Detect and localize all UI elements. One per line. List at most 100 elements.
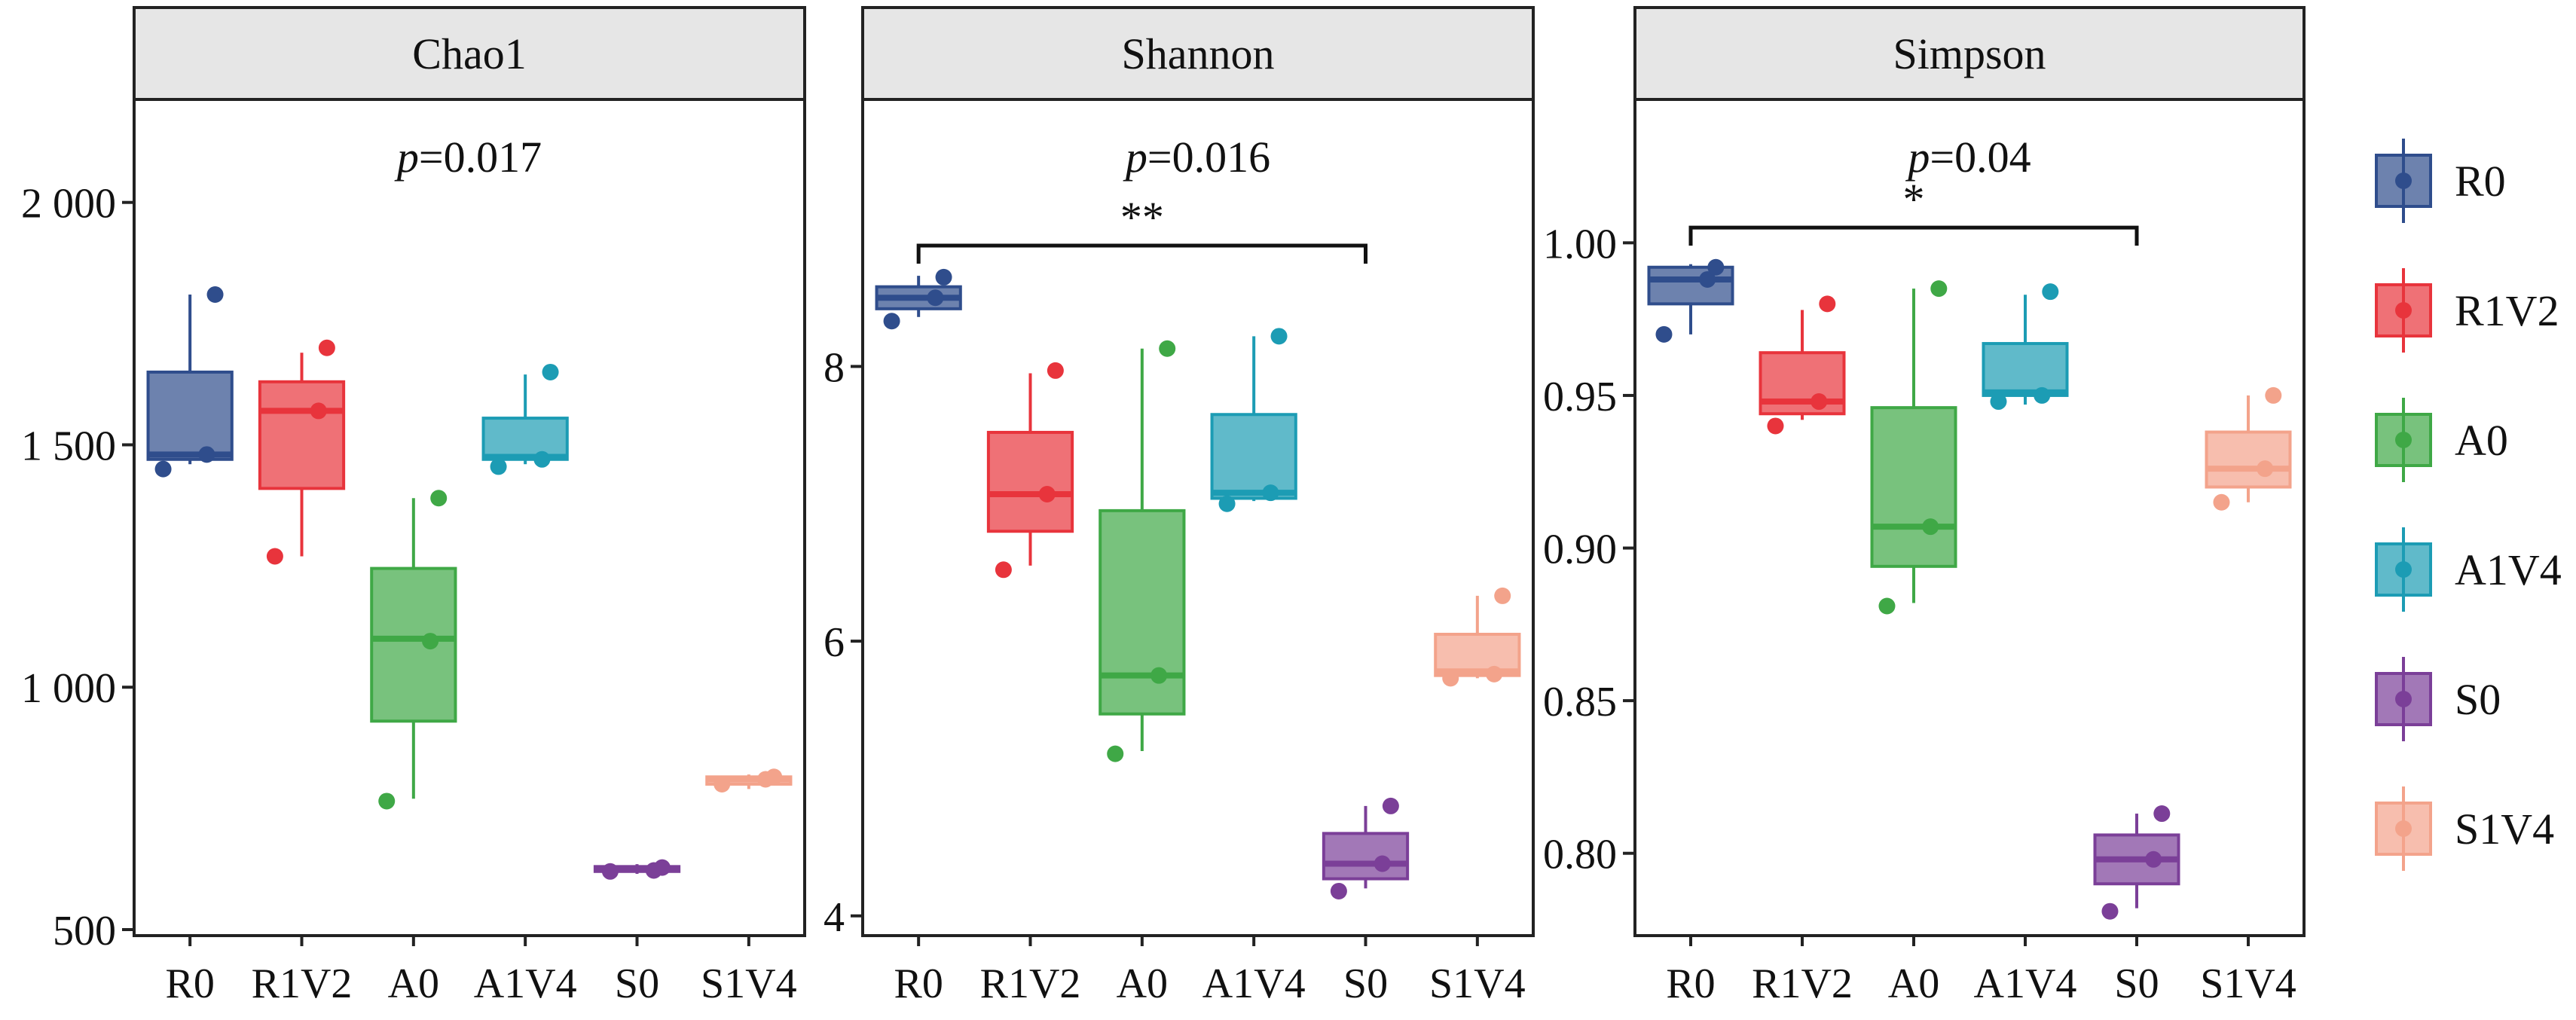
panel-chao1: Chao1 500 1 000 1 500 2 000 R0 R1V2 A0 A1V4 S0 S1V… xyxy=(21,6,806,1007)
y-tick-label: 0.85 xyxy=(1543,679,1617,725)
legend-box xyxy=(2375,802,2432,856)
legend-dot xyxy=(2395,820,2412,837)
legend-label: R1V2 xyxy=(2455,286,2559,335)
box-body xyxy=(146,370,234,461)
y-tick-label: 1 500 xyxy=(21,423,116,469)
box-s1v4 xyxy=(705,768,793,792)
data-point xyxy=(1150,667,1168,684)
x-tick-label: A0 xyxy=(388,960,439,1007)
box-r0 xyxy=(875,268,962,330)
legend-label: A0 xyxy=(2455,416,2508,465)
p-value-label: p=0.017 xyxy=(394,133,542,182)
x-tick-label: A1V4 xyxy=(1974,960,2077,1007)
y-tick-label: 2 000 xyxy=(21,181,116,228)
y-tick-label: 6 xyxy=(824,619,845,666)
data-point xyxy=(1655,325,1673,343)
y-tick-label: 0.90 xyxy=(1543,527,1617,573)
y-tick-label: 1.00 xyxy=(1543,221,1617,267)
data-point xyxy=(378,792,396,810)
data-point xyxy=(1811,393,1828,411)
data-point xyxy=(2257,460,2274,478)
data-point xyxy=(1707,258,1725,276)
significance-bracket xyxy=(916,243,1367,264)
legend-key-r1v2 xyxy=(2375,268,2432,353)
data-point xyxy=(1047,362,1064,379)
y-tick-label: 0.80 xyxy=(1543,832,1617,878)
legend-dot xyxy=(2395,173,2412,189)
data-point xyxy=(1330,882,1347,899)
strip-title: Shannon xyxy=(1122,29,1275,78)
box-body xyxy=(481,417,569,461)
data-point xyxy=(198,446,215,463)
box-s1v4 xyxy=(2205,386,2292,511)
data-point xyxy=(601,863,619,880)
data-point xyxy=(1382,797,1399,814)
legend-key-s0 xyxy=(2375,657,2432,741)
box-r0 xyxy=(1647,258,1734,343)
data-point xyxy=(2265,386,2282,404)
data-point xyxy=(927,289,944,307)
p-value-text: =0.016 xyxy=(1147,133,1270,182)
box-body xyxy=(1870,406,1957,568)
significance-label: ** xyxy=(1120,193,1164,242)
box-body xyxy=(1982,342,2069,397)
x-tick-label: A0 xyxy=(1117,960,1168,1007)
x-tick-label: R0 xyxy=(894,960,943,1007)
legend-dot xyxy=(2395,561,2412,578)
box-a1v4 xyxy=(1210,328,1297,512)
legend-label: R0 xyxy=(2455,157,2506,206)
x-tick-label: R0 xyxy=(1666,960,1715,1007)
legend-dot xyxy=(2395,691,2412,707)
data-point xyxy=(714,775,731,792)
x-tick-label: S0 xyxy=(2114,960,2159,1007)
plot-frame xyxy=(133,98,806,937)
box-body xyxy=(2205,430,2292,489)
x-tick-label: A0 xyxy=(1888,960,1939,1007)
x-tick-label: A1V4 xyxy=(1202,960,1306,1007)
data-point xyxy=(2145,851,2162,868)
box-r1v2 xyxy=(986,362,1074,579)
strip-title: Chao1 xyxy=(412,29,526,78)
x-tick-label: S1V4 xyxy=(1429,960,1526,1007)
data-point xyxy=(154,460,172,478)
legend-label: A1V4 xyxy=(2455,545,2562,594)
data-point xyxy=(1374,855,1391,872)
data-point xyxy=(1107,745,1124,762)
box-s0 xyxy=(2093,805,2180,920)
data-point xyxy=(1990,393,2007,411)
legend-dot xyxy=(2395,302,2412,319)
box-body xyxy=(1099,508,1186,716)
box-r1v2 xyxy=(258,339,346,565)
legend: R0 R1V2 A0 A1V4 S0 S1V4 xyxy=(2375,139,2562,871)
strip-title: Simpson xyxy=(1893,29,2046,78)
p-symbol: p xyxy=(394,133,419,182)
data-point xyxy=(206,286,224,303)
box-body xyxy=(258,380,346,490)
p-symbol: p xyxy=(1123,133,1147,182)
data-point xyxy=(765,768,783,786)
box-a0 xyxy=(370,490,457,810)
plot-frame xyxy=(1633,98,2306,937)
box-r0 xyxy=(146,286,234,478)
data-point xyxy=(1262,484,1279,502)
data-point xyxy=(1270,328,1288,345)
legend-dot xyxy=(2395,432,2412,448)
data-point xyxy=(653,859,671,876)
p-value-label: p=0.016 xyxy=(1123,133,1270,182)
data-point xyxy=(2034,386,2051,404)
p-value-text: =0.017 xyxy=(419,133,542,182)
p-value-label: p=0.04 xyxy=(1905,133,2031,182)
box-body xyxy=(1322,832,1410,881)
data-point xyxy=(1922,518,1939,536)
data-point xyxy=(430,490,448,507)
data-point xyxy=(1159,340,1176,357)
x-tick-label: A1V4 xyxy=(474,960,577,1007)
data-point xyxy=(266,548,283,565)
legend-key-r0 xyxy=(2375,139,2432,223)
box-s0 xyxy=(1322,797,1410,899)
data-point xyxy=(1767,417,1784,435)
data-point xyxy=(490,458,507,475)
data-point xyxy=(1819,295,1836,313)
box-s1v4 xyxy=(1434,587,1521,687)
